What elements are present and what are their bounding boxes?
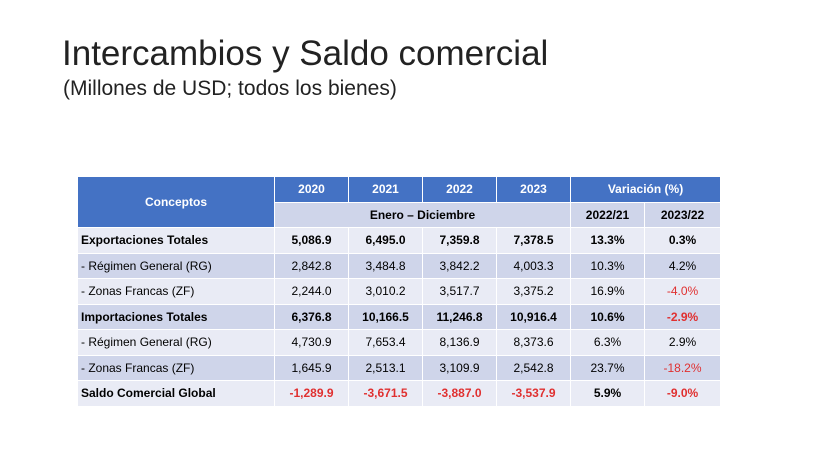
header-period: Enero – Diciembre — [274, 201, 571, 228]
row-value-2023: 2,542.8 — [496, 354, 571, 381]
row-variation-1: -4.0% — [643, 278, 722, 305]
header-variacion: Variación (%) — [569, 176, 722, 203]
row-value-2021: 7,653.4 — [348, 329, 423, 356]
row-value-2021: 2,513.1 — [348, 354, 423, 381]
header-year-2020: 2020 — [274, 176, 349, 203]
row-variation-0: 16.9% — [570, 278, 645, 305]
row-value-2022: 11,246.8 — [422, 303, 497, 330]
header-var-2023-22: 2023/22 — [643, 201, 722, 228]
table-row: - Zonas Francas (ZF) 1,645.9 2,513.1 3,109.… — [77, 354, 722, 381]
row-variation-0: 23.7% — [570, 354, 645, 381]
row-value-2021: 10,166.5 — [348, 303, 423, 330]
row-concept: Exportaciones Totales — [77, 227, 275, 254]
row-value-2022: 3,109.9 — [422, 354, 497, 381]
row-variation-1: -18.2% — [643, 354, 722, 381]
row-concept: - Zonas Francas (ZF) — [77, 354, 275, 381]
table-body: Exportaciones Totales 5,086.9 6,495.0 7,359… — [77, 227, 722, 407]
row-value-2020: 2,244.0 — [274, 278, 349, 305]
row-value-2020: 5,086.9 — [274, 227, 349, 254]
row-variation-1: 2.9% — [643, 329, 722, 356]
row-value-2023: 7,378.5 — [496, 227, 571, 254]
row-value-2021: -3,671.5 — [348, 380, 423, 407]
row-value-2020: 1,645.9 — [274, 354, 349, 381]
row-value-2020: 2,842.8 — [274, 252, 349, 279]
table-row: Importaciones Totales 6,376.8 10,166.5 11,2… — [77, 303, 722, 330]
slide-title: Intercambios y Saldo comercial — [62, 34, 549, 73]
header-var-2022-21: 2022/21 — [570, 201, 645, 228]
row-variation-1: -9.0% — [643, 380, 722, 407]
row-value-2020: -1,289.9 — [274, 380, 349, 407]
row-value-2021: 3,010.2 — [348, 278, 423, 305]
row-concept: Saldo Comercial Global — [77, 380, 275, 407]
table-row: - Zonas Francas (ZF) 2,244.0 3,010.2 3,517.… — [77, 278, 722, 305]
row-value-2021: 6,495.0 — [348, 227, 423, 254]
header-year-2022: 2022 — [422, 176, 497, 203]
trade-table: Conceptos 2020 2021 2022 2023 Variación … — [77, 176, 722, 407]
row-value-2023: 10,916.4 — [496, 303, 571, 330]
row-variation-0: 5.9% — [570, 380, 645, 407]
row-concept: - Zonas Francas (ZF) — [77, 278, 275, 305]
row-variation-0: 13.3% — [570, 227, 645, 254]
slide-subtitle: (Millones de USD; todos los bienes) — [63, 77, 397, 100]
table-row: - Régimen General (RG) 2,842.8 3,484.8 3,84… — [77, 252, 722, 279]
header-conceptos: Conceptos — [77, 176, 275, 228]
row-variation-0: 6.3% — [570, 329, 645, 356]
header-year-2021: 2021 — [348, 176, 423, 203]
row-variation-1: -2.9% — [643, 303, 722, 330]
row-value-2023: -3,537.9 — [496, 380, 571, 407]
row-value-2022: 7,359.8 — [422, 227, 497, 254]
table-row: - Régimen General (RG) 4,730.9 7,653.4 8,13… — [77, 329, 722, 356]
row-value-2023: 4,003.3 — [496, 252, 571, 279]
row-value-2022: 3,842.2 — [422, 252, 497, 279]
row-concept: - Régimen General (RG) — [77, 252, 275, 279]
row-value-2021: 3,484.8 — [348, 252, 423, 279]
row-concept: - Régimen General (RG) — [77, 329, 275, 356]
row-value-2022: 3,517.7 — [422, 278, 497, 305]
row-value-2023: 8,373.6 — [496, 329, 571, 356]
row-value-2022: -3,887.0 — [422, 380, 497, 407]
row-value-2023: 3,375.2 — [496, 278, 571, 305]
table-row: Saldo Comercial Global -1,289.9 -3,671.5 -3… — [77, 380, 722, 407]
header-year-2023: 2023 — [496, 176, 571, 203]
row-variation-1: 4.2% — [643, 252, 722, 279]
row-value-2022: 8,136.9 — [422, 329, 497, 356]
row-value-2020: 4,730.9 — [274, 329, 349, 356]
row-value-2020: 6,376.8 — [274, 303, 349, 330]
row-variation-1: 0.3% — [643, 227, 722, 254]
row-variation-0: 10.3% — [570, 252, 645, 279]
table-row: Exportaciones Totales 5,086.9 6,495.0 7,359… — [77, 227, 722, 254]
row-variation-0: 10.6% — [570, 303, 645, 330]
row-concept: Importaciones Totales — [77, 303, 275, 330]
